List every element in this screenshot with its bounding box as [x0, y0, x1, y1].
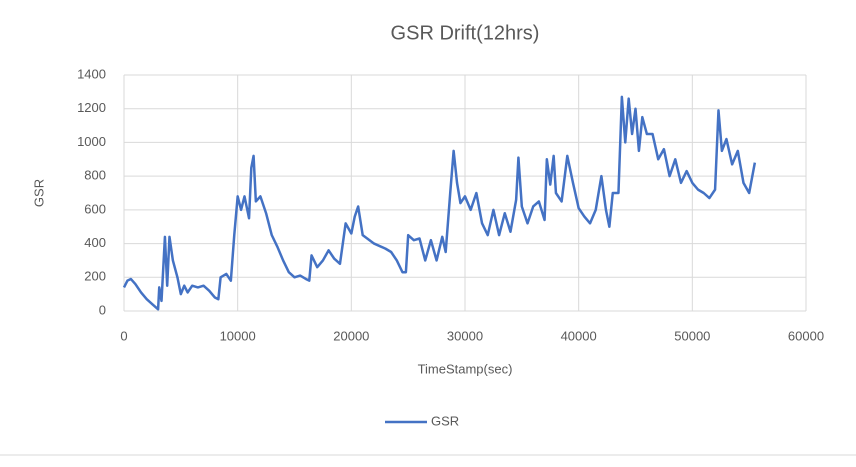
chart-title: GSR Drift(12hrs)	[391, 22, 540, 44]
y-tick-label: 1200	[77, 100, 106, 115]
y-tick-label: 800	[84, 168, 106, 183]
x-tick-label: 0	[120, 328, 127, 343]
x-tick-label: 30000	[447, 328, 483, 343]
legend-label: GSR	[431, 413, 459, 428]
x-tick-label: 60000	[788, 328, 824, 343]
y-tick-label: 200	[84, 269, 106, 284]
y-tick-label: 1000	[77, 134, 106, 149]
y-axis-label: GSR	[31, 179, 46, 207]
x-tick-label: 20000	[333, 328, 369, 343]
y-tick-label: 1400	[77, 66, 106, 81]
y-tick-label: 600	[84, 201, 106, 216]
y-tick-label: 0	[99, 302, 106, 317]
data-line	[122, 95, 757, 311]
x-tick-label: 50000	[674, 328, 710, 343]
y-tick-label: 400	[84, 235, 106, 250]
x-axis-label: TimeStamp(sec)	[418, 361, 513, 376]
x-tick-label: 40000	[561, 328, 597, 343]
x-tick-label: 10000	[220, 328, 256, 343]
